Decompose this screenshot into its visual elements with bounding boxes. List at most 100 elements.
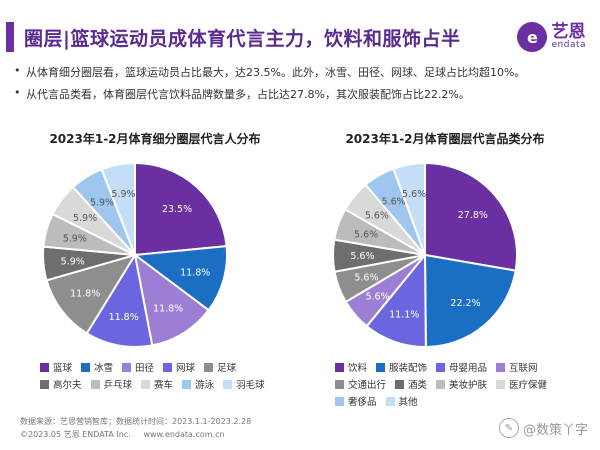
pie-slice-0-1 <box>132 244 228 312</box>
legend-item-0-3: 网球 <box>163 360 195 374</box>
bullet-dot-icon: • <box>14 64 21 77</box>
pie-data-label-1-5: 5.6% <box>350 251 374 262</box>
legend-swatch <box>122 362 132 372</box>
legend-item-1-7: 医疗保健 <box>496 377 547 391</box>
pie-data-label-0-0: 23.5% <box>162 204 192 215</box>
legend-item-0-7: 赛车 <box>141 377 173 391</box>
watermark-logo-icon: ✎ <box>498 418 519 438</box>
legend-item-0-5: 高尔夫 <box>40 377 82 391</box>
legend-label: 奢侈品 <box>348 397 377 408</box>
pie-slice-0-9 <box>100 161 136 256</box>
logo-en-text: endata <box>551 40 586 50</box>
logo-mark-icon: e <box>517 22 548 52</box>
footer-copyright-line: ©2023.05 艺恩 ENDATA Inc. www.endata.com.c… <box>20 429 251 440</box>
legend-label: 服装配饰 <box>389 363 428 374</box>
legend-item-0-0: 篮球 <box>40 360 72 374</box>
bullet-item: • 从代言品类看，体育圈层代言饮料品牌数量多，占比达27.8%，其次服装配饰占比… <box>14 86 594 102</box>
legend-label: 网球 <box>176 363 196 374</box>
pie-data-label-1-1: 22.2% <box>450 298 480 309</box>
legend-swatch <box>90 379 100 389</box>
pie-data-label-0-3: 11.8% <box>109 312 139 323</box>
footer: 数据来源：艺恩营销智库；数据统计时间：2023.1.1-2023.2.28 ©2… <box>20 414 251 440</box>
pie-data-label-0-8: 5.9% <box>90 197 114 208</box>
legend-swatch <box>40 362 49 372</box>
right-pie-chart: 27.8%22.2%11.1%5.6%5.6%5.6%5.6%5.6%5.6%5… <box>332 161 518 349</box>
bullet-text: 从代言品类看，体育圈层代言饮料品牌数量多，占比达27.8%，其次服装配饰占比22… <box>26 88 470 101</box>
legend-swatch <box>385 396 395 406</box>
legend-item-0-2: 田径 <box>122 360 154 374</box>
legend-item-0-8: 游泳 <box>182 377 214 391</box>
watermark: ✎ @数策丫字 <box>498 418 588 438</box>
legend-swatch <box>335 396 344 406</box>
legend-item-1-5: 酒类 <box>395 377 427 391</box>
legend-label: 其他 <box>398 397 418 408</box>
legend-item-0-9: 羽毛球 <box>223 377 265 391</box>
legend-label: 饮料 <box>348 363 368 374</box>
legend-label: 医疗保健 <box>509 380 548 391</box>
legend-label: 美妆护肤 <box>449 380 488 391</box>
page-title: 圈层|篮球运动员成体育代言主力，饮料和服饰占半 <box>24 27 461 50</box>
legend-label: 酒类 <box>408 380 428 391</box>
pie-slice-0-2 <box>133 252 211 347</box>
pie-slice-1-9 <box>392 161 426 256</box>
pie-data-label-0-9: 5.9% <box>111 189 135 200</box>
pie-data-label-0-5: 5.9% <box>61 256 85 267</box>
legend-label: 羽毛球 <box>236 380 265 391</box>
legend-row: 高尔夫 乒乓球 赛车 游泳 羽毛球 <box>40 377 274 391</box>
pie-data-label-1-0: 27.8% <box>458 210 488 221</box>
pie-data-label-0-4: 11.8% <box>70 288 100 299</box>
legend-item-1-4: 交通出行 <box>335 377 386 391</box>
bullet-dot-icon: • <box>14 86 21 99</box>
bullet-text: 从体育细分圈层看，篮球运动员占比最大，达23.5%。此外，冰雪、田径、网球、足球… <box>26 66 526 79</box>
title-bar: 圈层|篮球运动员成体育代言主力，饮料和服饰占半 <box>0 18 520 56</box>
legend-label: 乒乓球 <box>103 380 133 391</box>
legend-swatch <box>395 379 405 389</box>
pie-slice-1-2 <box>365 252 427 348</box>
right-chart-title: 2023年1-2月体育圈层代言品类分布 <box>345 132 545 146</box>
legend-swatch <box>163 362 173 372</box>
left-chart-title: 2023年1-2月体育细分圈层代言人分布 <box>49 132 261 146</box>
legend-row: 奢侈品 其他 <box>335 394 556 408</box>
watermark-text: @数策丫字 <box>522 422 588 438</box>
legend-label: 赛车 <box>154 380 174 391</box>
bullet-item: • 从体育细分圈层看，篮球运动员占比最大，达23.5%。此外，冰雪、田径、网球、… <box>14 64 594 80</box>
left-pie-chart: 23.5%11.8%11.8%11.8%11.8%5.9%5.9%5.9%5.9… <box>42 161 228 348</box>
legend-swatch <box>436 379 446 389</box>
legend-row: 饮料 服装配饰 母婴用品 互联网 <box>335 360 556 374</box>
legend-swatch <box>496 379 506 389</box>
pie-data-label-1-3: 5.6% <box>365 291 389 302</box>
pie-data-label-0-1: 11.8% <box>180 267 210 278</box>
logo-cn-text: 艺恩 <box>551 22 586 42</box>
legend-row: 篮球 冰雪 田径 网球 足球 <box>40 360 274 374</box>
pie-slice-0-0 <box>134 161 228 257</box>
legend-swatch <box>496 362 506 372</box>
footer-source: 数据来源：艺恩营销智库；数据统计时间：2023.1.1-2023.2.28 <box>20 417 252 426</box>
legend-label: 交通出行 <box>348 380 387 391</box>
pie-data-label-1-2: 11.1% <box>389 310 419 321</box>
legend-label: 田径 <box>135 363 155 374</box>
legend-item-1-6: 美妆护肤 <box>436 377 487 391</box>
legend-label: 母婴用品 <box>449 363 488 374</box>
legend-label: 互联网 <box>509 363 538 374</box>
legend-swatch <box>335 362 344 372</box>
bullet-list: • 从体育细分圈层看，篮球运动员占比最大，达23.5%。此外，冰雪、田径、网球、… <box>14 64 594 108</box>
legend-swatch <box>376 362 386 372</box>
legend-row: 交通出行 酒类 美妆护肤 医疗保健 <box>335 377 556 391</box>
legend-label: 篮球 <box>53 363 73 374</box>
legend-label: 高尔夫 <box>53 380 82 391</box>
legend-item-0-6: 乒乓球 <box>90 377 133 391</box>
pie-data-label-0-2: 11.8% <box>153 304 183 315</box>
pie-data-label-1-9: 5.6% <box>402 189 426 200</box>
pie-data-label-0-7: 5.9% <box>73 213 97 224</box>
legend-item-0-1: 冰雪 <box>81 360 113 374</box>
footer-website: www.endata.com.cn <box>143 430 225 439</box>
legend-item-1-0: 饮料 <box>335 360 367 374</box>
legend-item-0-4: 足球 <box>204 360 236 374</box>
legend-swatch <box>204 362 214 372</box>
legend-swatch <box>223 379 233 389</box>
title-accent-bar <box>6 22 14 52</box>
pie-slice-1-1 <box>423 253 517 349</box>
right-chart-legend: 饮料 服装配饰 母婴用品 互联网交通出行 酒类 美妆护肤 医疗保健奢侈品 其他 <box>335 360 556 411</box>
legend-swatch <box>141 379 151 389</box>
pie-data-label-1-7: 5.6% <box>365 210 389 221</box>
